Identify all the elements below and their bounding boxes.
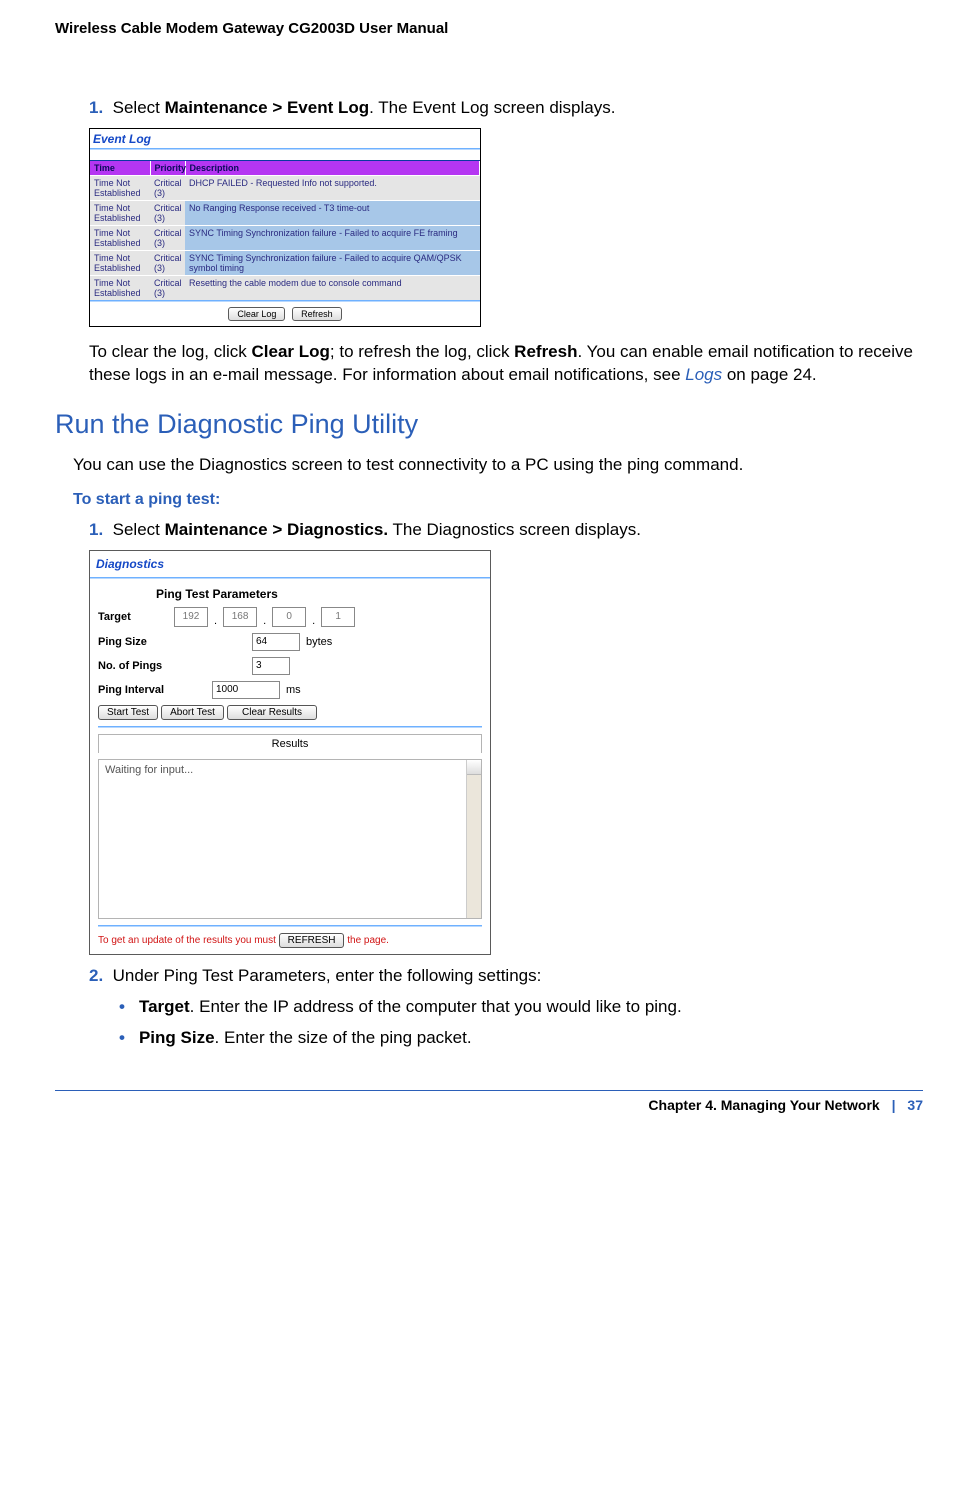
- text: the page.: [344, 935, 388, 946]
- step-number: 1.: [89, 520, 103, 539]
- sub-heading: To start a ping test:: [73, 491, 923, 509]
- clear-results-button[interactable]: Clear Results: [227, 705, 317, 720]
- results-waiting: Waiting for input...: [105, 764, 193, 776]
- table-header-row: Time Priority Description: [90, 161, 480, 176]
- logs-link[interactable]: Logs: [685, 365, 722, 384]
- abort-test-button[interactable]: Abort Test: [161, 705, 224, 720]
- text: . Enter the IP address of the computer t…: [190, 997, 682, 1016]
- results-textarea[interactable]: Waiting for input...: [98, 759, 482, 919]
- text: Select: [113, 520, 165, 539]
- refresh-page-button[interactable]: REFRESH: [279, 933, 345, 948]
- target-ip-4[interactable]: [321, 607, 355, 627]
- cell: SYNC Timing Synchronization failure - Fa…: [185, 225, 480, 250]
- cell: Critical (3): [150, 175, 185, 200]
- footer-separator: |: [884, 1097, 904, 1113]
- text-bold: Ping Size: [139, 1028, 215, 1047]
- step-text-pre: Select: [113, 98, 165, 117]
- cell: Time Not Established: [90, 200, 150, 225]
- table-row: Time Not Established Critical (3) SYNC T…: [90, 250, 480, 275]
- col-description: Description: [185, 161, 480, 176]
- bullet-target: •Target. Enter the IP address of the com…: [119, 996, 923, 1019]
- table-row: Time Not Established Critical (3) SYNC T…: [90, 225, 480, 250]
- step-diag: 1. Select Maintenance > Diagnostics. The…: [89, 519, 923, 542]
- cell: Critical (3): [150, 275, 185, 300]
- event-log-screenshot: Event Log Time Priority Description Time…: [89, 128, 481, 327]
- step-number: 1.: [89, 98, 103, 117]
- cell: Time Not Established: [90, 175, 150, 200]
- interval-unit: ms: [286, 684, 301, 696]
- page-footer: Chapter 4. Managing Your Network | 37: [55, 1090, 923, 1113]
- ping-params-label: Ping Test Parameters: [98, 579, 482, 607]
- cell: Time Not Established: [90, 250, 150, 275]
- clear-log-button[interactable]: Clear Log: [228, 307, 285, 321]
- cell: Time Not Established: [90, 275, 150, 300]
- target-ip-1[interactable]: [174, 607, 208, 627]
- intro-paragraph: You can use the Diagnostics screen to te…: [73, 454, 923, 477]
- event-log-paragraph: To clear the log, click Clear Log; to re…: [89, 341, 923, 387]
- table-row: Time Not Established Critical (3) DHCP F…: [90, 175, 480, 200]
- bullet-icon: •: [119, 997, 139, 1016]
- bullet-ping-size: •Ping Size. Enter the size of the ping p…: [119, 1027, 923, 1050]
- text: To get an update of the results you must: [98, 935, 279, 946]
- text: . Enter the size of the ping packet.: [215, 1028, 472, 1047]
- text: The Diagnostics screen displays.: [388, 520, 641, 539]
- document-header: Wireless Cable Modem Gateway CG2003D Use…: [55, 20, 923, 37]
- interval-row: Ping Interval ms: [98, 681, 482, 699]
- step-text-post: . The Event Log screen displays.: [369, 98, 615, 117]
- no-pings-row: No. of Pings: [98, 657, 482, 675]
- text-bold: Maintenance > Diagnostics.: [165, 520, 388, 539]
- text: ; to refresh the log, click: [330, 342, 514, 361]
- event-log-table: Time Priority Description Time Not Estab…: [90, 161, 480, 300]
- ping-size-row: Ping Size bytes: [98, 633, 482, 651]
- interval-label: Ping Interval: [98, 684, 168, 696]
- cell: Critical (3): [150, 225, 185, 250]
- footer-chapter: Chapter 4. Managing Your Network: [648, 1097, 879, 1113]
- text-bold: Target: [139, 997, 190, 1016]
- target-ip-3[interactable]: [272, 607, 306, 627]
- interval-input[interactable]: [212, 681, 280, 699]
- ping-size-unit: bytes: [306, 636, 332, 648]
- no-pings-label: No. of Pings: [98, 660, 168, 672]
- target-ip-2[interactable]: [223, 607, 257, 627]
- ping-size-input[interactable]: [252, 633, 300, 651]
- text: To clear the log, click: [89, 342, 252, 361]
- cell: Critical (3): [150, 250, 185, 275]
- cell: Time Not Established: [90, 225, 150, 250]
- start-test-button[interactable]: Start Test: [98, 705, 158, 720]
- table-row: Time Not Established Critical (3) Resett…: [90, 275, 480, 300]
- step-number: 2.: [89, 966, 103, 985]
- diagnostics-screenshot: Diagnostics Ping Test Parameters Target …: [89, 550, 491, 955]
- diag-button-row: Start Test Abort Test Clear Results: [98, 705, 482, 720]
- bullet-icon: •: [119, 1028, 139, 1047]
- cell: No Ranging Response received - T3 time-o…: [185, 200, 480, 225]
- event-log-title: Event Log: [90, 129, 480, 148]
- text: on page 24.: [722, 365, 817, 384]
- text-bold: Clear Log: [252, 342, 330, 361]
- cell: Resetting the cable modem due to console…: [185, 275, 480, 300]
- col-time: Time: [90, 161, 150, 176]
- refresh-tip: To get an update of the results you must…: [98, 927, 482, 948]
- text-bold: Refresh: [514, 342, 577, 361]
- col-priority: Priority: [150, 161, 185, 176]
- no-pings-input[interactable]: [252, 657, 290, 675]
- event-log-button-row: Clear Log Refresh: [90, 302, 480, 326]
- cell: SYNC Timing Synchronization failure - Fa…: [185, 250, 480, 275]
- target-label: Target: [98, 611, 168, 623]
- scrollbar[interactable]: [466, 760, 481, 918]
- step-2-text: Under Ping Test Parameters, enter the fo…: [113, 966, 542, 985]
- refresh-button[interactable]: Refresh: [292, 307, 342, 321]
- step-2: 2. Under Ping Test Parameters, enter the…: [89, 965, 923, 988]
- step-1: 1. Select Maintenance > Event Log. The E…: [89, 97, 923, 120]
- cell: DHCP FAILED - Requested Info not support…: [185, 175, 480, 200]
- ping-size-label: Ping Size: [98, 636, 168, 648]
- step-text-bold: Maintenance > Event Log: [165, 98, 370, 117]
- footer-page-number: 37: [907, 1097, 923, 1113]
- diagnostics-title: Diagnostics: [90, 551, 490, 577]
- cell: Critical (3): [150, 200, 185, 225]
- target-row: Target . . .: [98, 607, 482, 627]
- results-label: Results: [98, 734, 482, 753]
- table-row: Time Not Established Critical (3) No Ran…: [90, 200, 480, 225]
- section-heading: Run the Diagnostic Ping Utility: [55, 409, 923, 440]
